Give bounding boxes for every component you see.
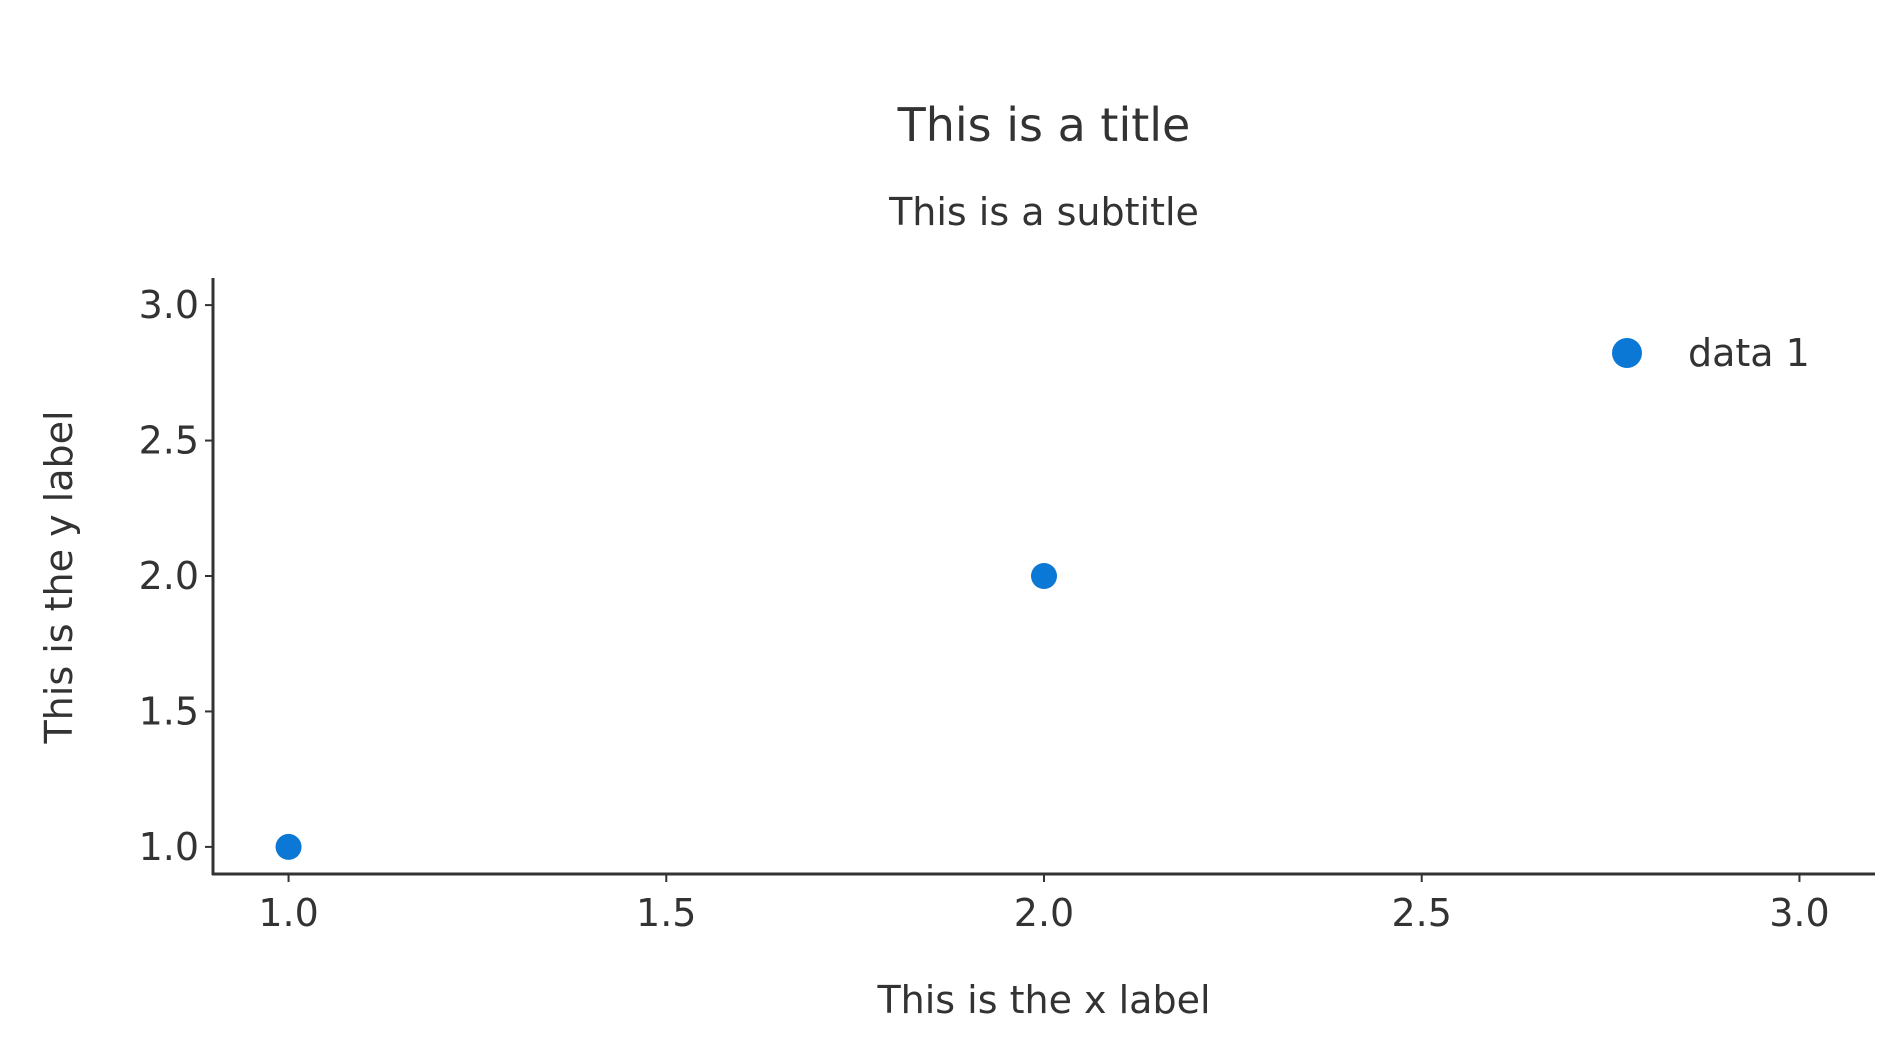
y-tick-label: 1.0 — [139, 825, 199, 869]
y-axis-label: This is the y label — [37, 410, 81, 744]
chart-subtitle: This is a subtitle — [888, 190, 1199, 234]
y-tick-label: 2.0 — [139, 554, 199, 598]
data-point — [1031, 563, 1057, 589]
legend: data 1 — [1612, 331, 1810, 375]
x-tick-label: 3.0 — [1769, 891, 1829, 935]
x-tick-label: 1.5 — [636, 891, 696, 935]
chart-title: This is a title — [897, 98, 1191, 152]
data-point — [275, 833, 302, 860]
x-tick-label: 1.0 — [258, 891, 318, 935]
y-ticks: 1.0 1.5 2.0 2.5 3.0 — [139, 283, 213, 869]
y-tick-label: 1.5 — [139, 689, 199, 733]
y-tick-label: 2.5 — [139, 419, 199, 463]
x-ticks: 1.0 1.5 2.0 2.5 3.0 — [258, 874, 1830, 935]
x-tick-label: 2.5 — [1392, 891, 1452, 935]
legend-label: data 1 — [1688, 331, 1810, 375]
x-axis-label: This is the x label — [876, 978, 1210, 1022]
data-points — [275, 563, 1057, 860]
x-tick-label: 2.0 — [1014, 891, 1074, 935]
legend-marker — [1612, 338, 1642, 368]
y-tick-label: 3.0 — [139, 283, 199, 327]
